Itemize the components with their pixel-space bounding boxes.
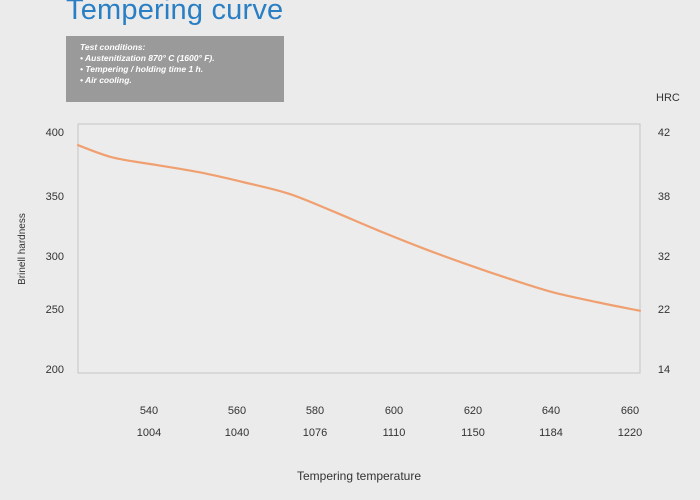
y-tick-label: 250 (46, 304, 64, 316)
x-tick-label-fahrenheit: 1150 (461, 427, 485, 439)
x-tick-label-celsius: 540 (140, 405, 158, 417)
x-tick-label-celsius: 600 (385, 405, 403, 417)
y2-axis-label: HRC (656, 92, 680, 104)
conditions-line: • Austenitization 870° C (1600° F). (80, 53, 215, 63)
x-tick-label-fahrenheit: 1076 (303, 427, 327, 439)
y-tick-label: 400 (46, 127, 64, 139)
x-tick-label-celsius: 660 (621, 405, 639, 417)
x-tick-label-celsius: 640 (542, 405, 560, 417)
x-tick-label-celsius: 580 (306, 405, 324, 417)
conditions-line: Test conditions: (80, 42, 146, 52)
y-tick-label: 300 (46, 251, 64, 263)
y-tick-label: 350 (46, 191, 64, 203)
x-tick-label-fahrenheit: 1220 (618, 427, 642, 439)
x-tick-label-fahrenheit: 1184 (539, 427, 563, 439)
y2-tick-label: 38 (658, 191, 670, 203)
x-tick-label-celsius: 560 (228, 405, 246, 417)
test-conditions-box: Test conditions: • Austenitization 870° … (66, 36, 284, 102)
page-title: Tempering curve (66, 0, 284, 26)
y2-tick-label: 32 (658, 251, 670, 263)
x-axis-label: Tempering temperature (297, 469, 421, 483)
x-tick-label-celsius: 620 (464, 405, 482, 417)
y2-tick-label: 14 (658, 364, 670, 376)
x-tick-label-fahrenheit: 1040 (225, 427, 249, 439)
conditions-line: • Tempering / holding time 1 h. (80, 64, 204, 74)
x-tick-label-fahrenheit: 1004 (137, 427, 161, 439)
x-tick-label-fahrenheit: 1110 (383, 427, 406, 439)
y-tick-label: 200 (46, 364, 64, 376)
y2-tick-label: 22 (658, 304, 670, 316)
plot-area (77, 123, 641, 374)
y-axis-label: Brinell hardness (17, 213, 28, 285)
y2-tick-label: 42 (658, 127, 670, 139)
hardness-series-line (76, 144, 642, 312)
conditions-line: • Air cooling. (80, 75, 132, 85)
